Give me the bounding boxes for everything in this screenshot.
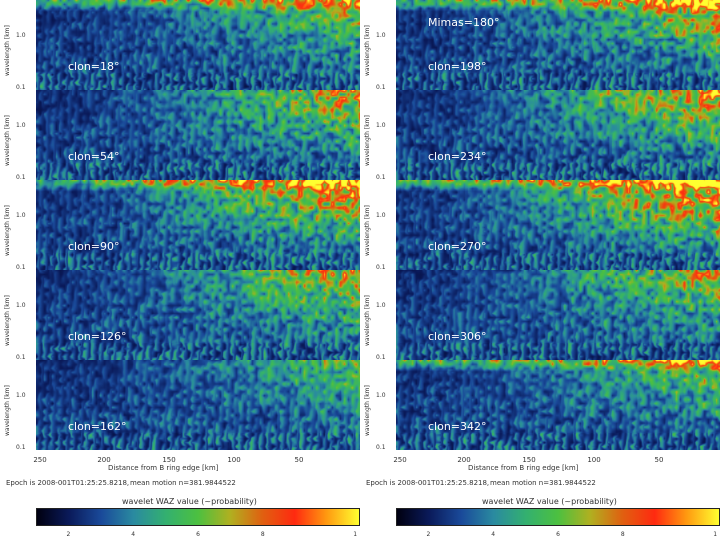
colorbar-tick-label: 4 bbox=[131, 531, 136, 538]
heatmap-panel: clon=342° bbox=[396, 360, 720, 450]
colorbar-title: wavelet WAZ value (~probability) bbox=[482, 497, 617, 506]
y-tick-label: 1.0 bbox=[16, 212, 26, 219]
y-axis-title: wavelength [km] bbox=[364, 115, 371, 166]
heatmap-panel: clon=162° bbox=[36, 360, 360, 450]
y-tick-label: 1.0 bbox=[16, 122, 26, 129]
x-tick-label: 50 bbox=[654, 456, 664, 464]
panel-longitude-label: clon=90° bbox=[68, 240, 120, 253]
heatmap-panel: clon=126° bbox=[36, 270, 360, 360]
y-tick-label: 0.1 bbox=[16, 174, 26, 181]
y-tick-label: 0.1 bbox=[376, 84, 386, 91]
panel-longitude-label: clon=126° bbox=[68, 330, 127, 343]
x-tick-label: 100 bbox=[227, 456, 241, 464]
colorbar-tick-label: 8 bbox=[620, 531, 625, 538]
x-tick-label: 150 bbox=[522, 456, 536, 464]
colorbar-tick-label: 2 bbox=[66, 531, 71, 538]
x-tick-label: 50 bbox=[294, 456, 304, 464]
heatmap-panel: clon=90° bbox=[36, 180, 360, 270]
colorbar-title: wavelet WAZ value (~probability) bbox=[122, 497, 257, 506]
heatmap-panel: clon=306° bbox=[396, 270, 720, 360]
x-tick-label: 250 bbox=[393, 456, 407, 464]
x-tick-label: 250 bbox=[33, 456, 47, 464]
y-tick-label: 0.1 bbox=[16, 84, 26, 91]
x-tick-label: 100 bbox=[587, 456, 601, 464]
x-tick-label: 200 bbox=[457, 456, 471, 464]
x-tick-label: 150 bbox=[162, 456, 176, 464]
colorbar bbox=[396, 508, 720, 526]
y-tick-label: 0.1 bbox=[376, 444, 386, 451]
x-axis-title: Distance from B ring edge [km] bbox=[468, 464, 579, 472]
y-tick-label: 1.0 bbox=[16, 392, 26, 399]
heatmap-canvas bbox=[36, 0, 360, 90]
colorbar-tick-label: 8 bbox=[260, 531, 265, 538]
y-tick-label: 0.1 bbox=[376, 264, 386, 271]
heatmap-panel: clon=18° bbox=[36, 0, 360, 90]
epoch-text: Epoch is 2008-001T01:25:25.8218, bbox=[366, 479, 490, 487]
y-axis-title: wavelength [km] bbox=[4, 295, 11, 346]
colorbar bbox=[36, 508, 360, 526]
panel-longitude-label: clon=342° bbox=[428, 420, 487, 433]
right-figure: clon=198° Mimas=180° 1.0 0.1 wavelength [km]… bbox=[360, 0, 720, 540]
y-tick-label: 1.0 bbox=[376, 392, 386, 399]
y-axis-title: wavelength [km] bbox=[364, 385, 371, 436]
heatmap-canvas bbox=[36, 270, 360, 360]
colorbar-tick-label: 4 bbox=[491, 531, 496, 538]
heatmap-panel: clon=270° bbox=[396, 180, 720, 270]
heatmap-canvas bbox=[36, 360, 360, 450]
heatmap-canvas bbox=[396, 270, 720, 360]
panel-longitude-label: clon=234° bbox=[428, 150, 487, 163]
y-axis-title: wavelength [km] bbox=[4, 205, 11, 256]
colorbar-tick-label: 6 bbox=[196, 531, 200, 538]
y-tick-label: 1.0 bbox=[376, 212, 386, 219]
y-tick-label: 1.0 bbox=[16, 32, 26, 39]
y-axis-title: wavelength [km] bbox=[4, 25, 11, 76]
mean-motion-text: mean motion n=381.9844522 bbox=[490, 479, 596, 487]
mimas-longitude-label: Mimas=180° bbox=[428, 16, 500, 29]
y-axis-title: wavelength [km] bbox=[364, 25, 371, 76]
y-tick-label: 1.0 bbox=[376, 122, 386, 129]
left-figure: clon=18° 1.0 0.1 wavelength [km] clon=54° 1.0… bbox=[4, 0, 360, 538]
panel-longitude-label: clon=18° bbox=[68, 60, 120, 73]
y-axis-title: wavelength [km] bbox=[364, 205, 371, 256]
y-tick-label: 1.0 bbox=[376, 32, 386, 39]
panel-longitude-label: clon=198° bbox=[428, 60, 487, 73]
epoch-text: Epoch is 2008-001T01:25:25.8218, bbox=[6, 479, 130, 487]
y-tick-label: 1.0 bbox=[16, 302, 26, 309]
mean-motion-text: mean motion n=381.9844522 bbox=[130, 479, 236, 487]
heatmap-panel: clon=234° bbox=[396, 90, 720, 180]
panel-longitude-label: clon=162° bbox=[68, 420, 127, 433]
x-tick-label: 200 bbox=[97, 456, 111, 464]
colorbar-tick-label: 6 bbox=[556, 531, 560, 538]
heatmap-canvas bbox=[396, 0, 720, 90]
heatmap-canvas bbox=[36, 180, 360, 270]
x-axis-title: Distance from B ring edge [km] bbox=[108, 464, 219, 472]
panel-longitude-label: clon=306° bbox=[428, 330, 487, 343]
heatmap-canvas bbox=[396, 90, 720, 180]
y-axis-title: wavelength [km] bbox=[4, 385, 11, 436]
y-axis-title: wavelength [km] bbox=[364, 295, 371, 346]
y-tick-label: 0.1 bbox=[16, 264, 26, 271]
colorbar-tick-label: 2 bbox=[426, 531, 431, 538]
heatmap-canvas bbox=[396, 360, 720, 450]
panel-longitude-label: clon=270° bbox=[428, 240, 487, 253]
y-axis-title: wavelength [km] bbox=[4, 115, 11, 166]
y-tick-label: 0.1 bbox=[16, 354, 26, 361]
heatmap-canvas bbox=[396, 180, 720, 270]
y-tick-label: 0.1 bbox=[376, 354, 386, 361]
colorbar-tick-label: 1 bbox=[713, 531, 718, 538]
colorbar-tick-label: 1 bbox=[353, 531, 358, 538]
heatmap-panel: clon=198° Mimas=180° bbox=[396, 0, 720, 90]
heatmap-canvas bbox=[36, 90, 360, 180]
panel-longitude-label: clon=54° bbox=[68, 150, 120, 163]
heatmap-panel: clon=54° bbox=[36, 90, 360, 180]
y-tick-label: 1.0 bbox=[376, 302, 386, 309]
y-tick-label: 0.1 bbox=[16, 444, 26, 451]
y-tick-label: 0.1 bbox=[376, 174, 386, 181]
